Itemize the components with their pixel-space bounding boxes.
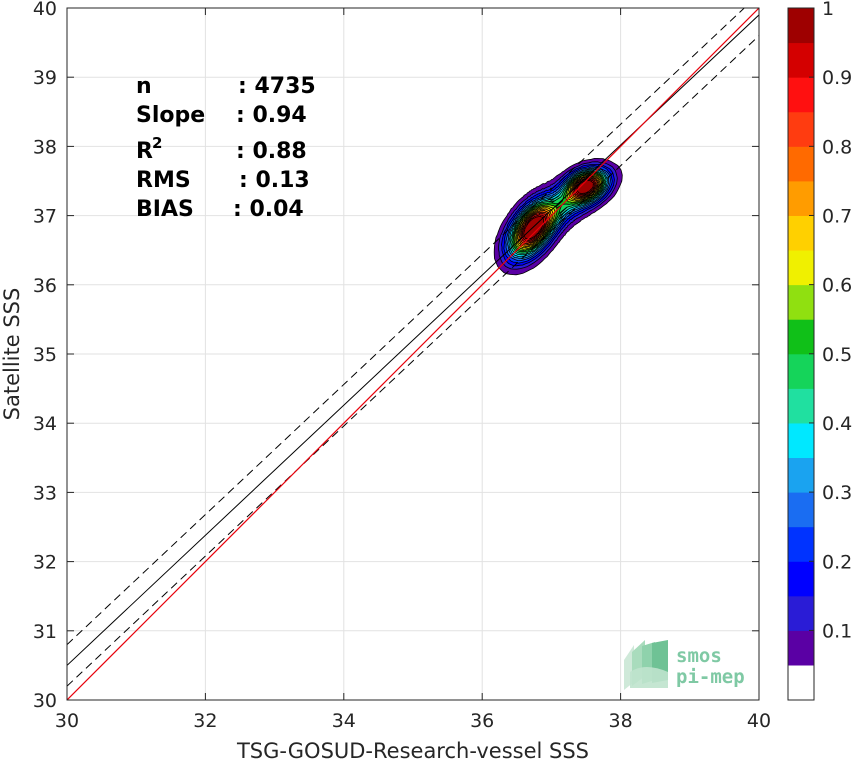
- stat-rms-value: : 0.13: [239, 168, 310, 193]
- stat-n-value: : 4735: [238, 74, 316, 99]
- colorbar-tick-label: 0.6: [822, 275, 852, 297]
- colorbar-band: [788, 8, 814, 44]
- density-contour-level: [576, 179, 595, 195]
- colorbar-band: [788, 630, 814, 666]
- stat-slope-label: Slope: [136, 103, 205, 128]
- colorbar-tick-label: 0.1: [822, 620, 852, 642]
- colorbar-band: [788, 422, 814, 459]
- colorbar-tick-label: 0.2: [822, 551, 852, 573]
- y-tick-label: 40: [33, 0, 57, 20]
- y-tick-label: 35: [33, 344, 57, 366]
- grid: [66, 7, 760, 701]
- identity-line: [67, 8, 759, 700]
- colorbar-band: [788, 180, 814, 216]
- colorbar-band: [788, 353, 814, 389]
- colorbar-band: [788, 146, 814, 182]
- colorbar-band: [788, 388, 814, 424]
- y-axis-ticks: 30 31 32 33 34 35 36 37 38 39 40: [33, 0, 759, 712]
- colorbar-band: [788, 595, 814, 631]
- stats-box: n : 4735 Slope : 0.94 R 2 : 0.88 RMS : 0…: [136, 74, 316, 222]
- x-axis-label: TSG-GOSUD-Research-vessel SSS: [236, 739, 589, 763]
- y-tick-label: 33: [33, 482, 57, 504]
- x-tick-label: 40: [747, 710, 771, 732]
- colorbar-band: [788, 526, 814, 562]
- colorbar-band: [788, 457, 814, 493]
- regression-upper-dashed-line: [67, 8, 746, 646]
- x-tick-label: 34: [332, 710, 356, 732]
- regression-lower-dashed-line: [67, 35, 759, 687]
- colorbar-band: [788, 77, 814, 113]
- colorbar-band: [788, 492, 814, 528]
- y-tick-label: 34: [33, 413, 57, 435]
- x-axis-ticks: 30 32 34 36 38 40: [55, 8, 771, 732]
- colorbar-band: [788, 42, 814, 78]
- stat-r2-value: : 0.88: [236, 139, 307, 164]
- colorbar-band: [788, 215, 814, 251]
- colorbar-band: [788, 250, 814, 286]
- stat-bias-value: : 0.04: [233, 197, 304, 222]
- stat-rms-label: RMS: [136, 168, 191, 193]
- y-axis-label: Satellite SSS: [0, 288, 24, 421]
- colorbar-tick-label: 1: [822, 0, 834, 20]
- colorbar-ticks: 0.1 0.2 0.3 0.4 0.5 0.6 0.7 0.8 0.9 1: [809, 0, 852, 642]
- colorbar-band: [788, 111, 814, 147]
- y-tick-label: 39: [33, 67, 57, 89]
- stat-r2-superscript: 2: [152, 134, 162, 152]
- x-tick-label: 36: [470, 710, 494, 732]
- colorbar-tick-label: 0.5: [822, 344, 852, 366]
- y-tick-label: 38: [33, 136, 57, 158]
- smos-pimep-logo: smos pi-mep: [624, 640, 745, 690]
- colorbar: [788, 8, 814, 700]
- stat-r2-label: R: [136, 139, 153, 164]
- x-tick-label: 38: [609, 710, 633, 732]
- colorbar-tick-label: 0.9: [822, 67, 852, 89]
- colorbar-tick-label: 0.7: [822, 205, 852, 227]
- stat-bias-label: BIAS: [136, 197, 194, 222]
- colorbar-band: [788, 561, 814, 597]
- y-tick-label: 36: [33, 275, 57, 297]
- colorbar-band: [788, 284, 814, 320]
- y-tick-label: 37: [33, 206, 57, 228]
- x-tick-label: 30: [55, 710, 79, 732]
- colorbar-tick-label: 0.3: [822, 482, 852, 504]
- colorbar-band-empty: [788, 665, 814, 700]
- reference-lines: [67, 8, 759, 700]
- y-tick-label: 30: [33, 690, 57, 712]
- stat-n-label: n: [136, 74, 152, 99]
- logo-text-pimep: pi-mep: [676, 666, 745, 688]
- stat-slope-value: : 0.94: [236, 103, 307, 128]
- colorbar-tick-label: 0.8: [822, 136, 852, 158]
- colorbar-band: [788, 319, 814, 355]
- y-tick-label: 32: [33, 552, 57, 574]
- y-tick-label: 31: [33, 621, 57, 643]
- x-tick-label: 32: [193, 710, 217, 732]
- logo-waves-icon: [624, 640, 668, 690]
- logo-text-smos: smos: [676, 645, 722, 667]
- colorbar-tick-label: 0.4: [822, 413, 852, 435]
